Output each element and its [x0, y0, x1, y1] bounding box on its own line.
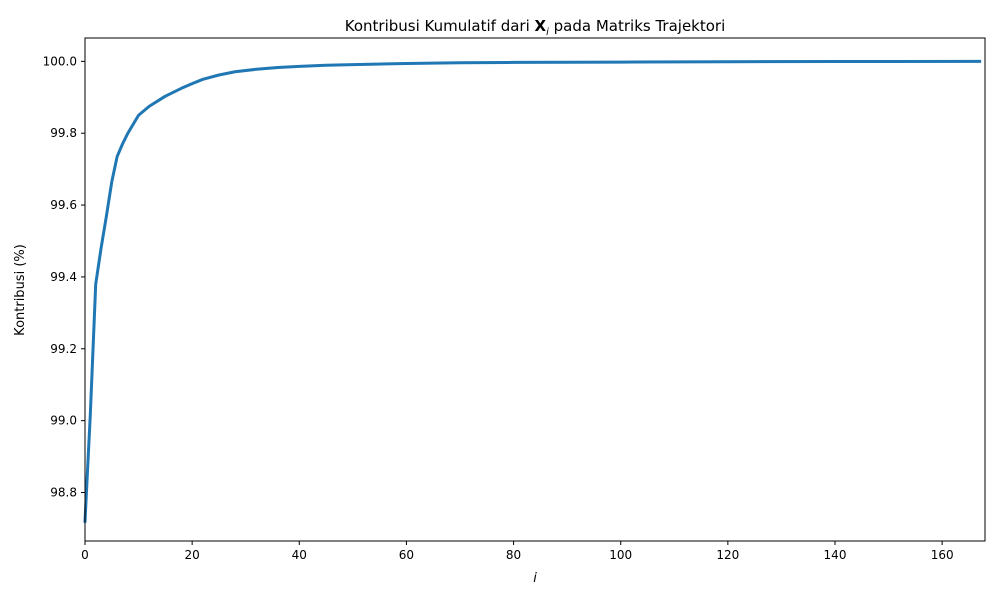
x-tick-label: 20 — [185, 548, 200, 562]
x-axis-label: i — [533, 571, 537, 586]
y-axis-label: Kontribusi (%) — [13, 244, 28, 336]
plot-area-background — [85, 38, 985, 541]
y-tick-label: 99.2 — [50, 342, 77, 356]
y-tick-label: 99.8 — [50, 126, 77, 140]
chart-title-symbol: X — [535, 17, 547, 35]
x-tick-label: 0 — [81, 548, 89, 562]
series-layer — [83, 59, 982, 523]
x-tick-label: 120 — [716, 548, 739, 562]
y-tick-label: 100.0 — [43, 54, 77, 68]
y-tick-label: 99.0 — [50, 414, 77, 428]
chart-title-subscript: i — [546, 27, 549, 38]
x-tick-label: 40 — [292, 548, 307, 562]
chart-title-suffix: pada Matriks Trajektori — [549, 17, 725, 35]
x-tick-label: 140 — [824, 548, 847, 562]
cumulative-contribution-line — [83, 59, 982, 523]
x-tick-label: 100 — [609, 548, 632, 562]
x-tick-label: 160 — [931, 548, 954, 562]
x-tick-label: 80 — [506, 548, 521, 562]
y-tick-label: 99.6 — [50, 198, 77, 212]
chart-title: Kontribusi Kumulatif dari Xi pada Matrik… — [345, 17, 726, 38]
y-tick-label: 99.4 — [50, 270, 77, 284]
x-tick-label: 60 — [399, 548, 414, 562]
plot-frame — [84, 37, 986, 542]
y-tick-label: 98.8 — [50, 485, 77, 499]
axis-ticks: 0 20 40 60 80 100 120 140 160 98.8 99.0 99.2 99.4 99.… — [43, 54, 954, 562]
